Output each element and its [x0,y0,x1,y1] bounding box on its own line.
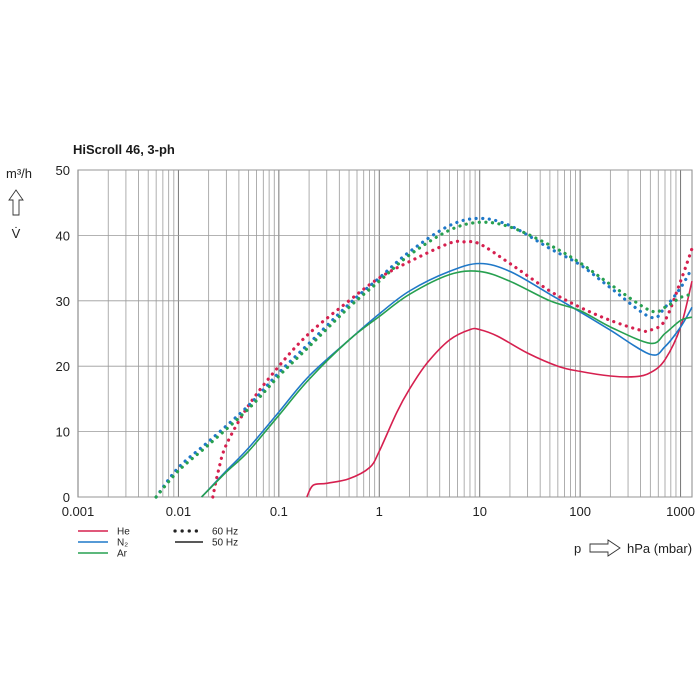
y-axis-symbol: V̇ [12,226,21,241]
x-tick-label: 0.1 [270,504,288,519]
legend-label: Ar [117,549,128,560]
y-tick-label: 0 [63,490,70,505]
y-tick-label: 30 [56,294,70,309]
x-tick-label: 10 [472,504,486,519]
y-axis-unit: m³/h [6,166,32,181]
legend-label: He [117,527,130,538]
series-line-he-50hz [306,281,693,498]
series-line-n2-50hz [201,262,693,498]
grid [77,169,693,498]
x-tick-label: 0.01 [166,504,191,519]
chart-title: HiScroll 46, 3-ph [73,142,175,157]
plot-frame [77,169,693,498]
tick-labels: 0.001 0.01 0.1 1 10 100 1000 0 10 20 30 40 50 [56,163,695,519]
x-tick-label: 1 [376,504,383,519]
x-tick-label: 100 [569,504,591,519]
x-tick-label: 1000 [666,504,695,519]
x-axis-unit: hPa (mbar) [627,541,692,556]
y-tick-label: 40 [56,228,70,243]
y-tick-label: 10 [56,425,70,440]
x-axis-arrow-icon [589,539,621,557]
y-tick-label: 20 [56,359,70,374]
series-line-ar-50hz [201,270,693,498]
y-tick-label: 50 [56,163,70,178]
x-axis-symbol: p [574,541,581,556]
legend-label: N₂ [117,538,128,549]
series-line-n2-60hz [154,216,694,499]
legend-label: 60 Hz [212,527,238,538]
x-tick-label: 0.001 [62,504,95,519]
legend-label: 50 Hz [212,538,238,549]
y-axis-arrow-icon [8,189,24,216]
series-group [154,216,694,499]
series-line-he-60hz [211,239,694,499]
